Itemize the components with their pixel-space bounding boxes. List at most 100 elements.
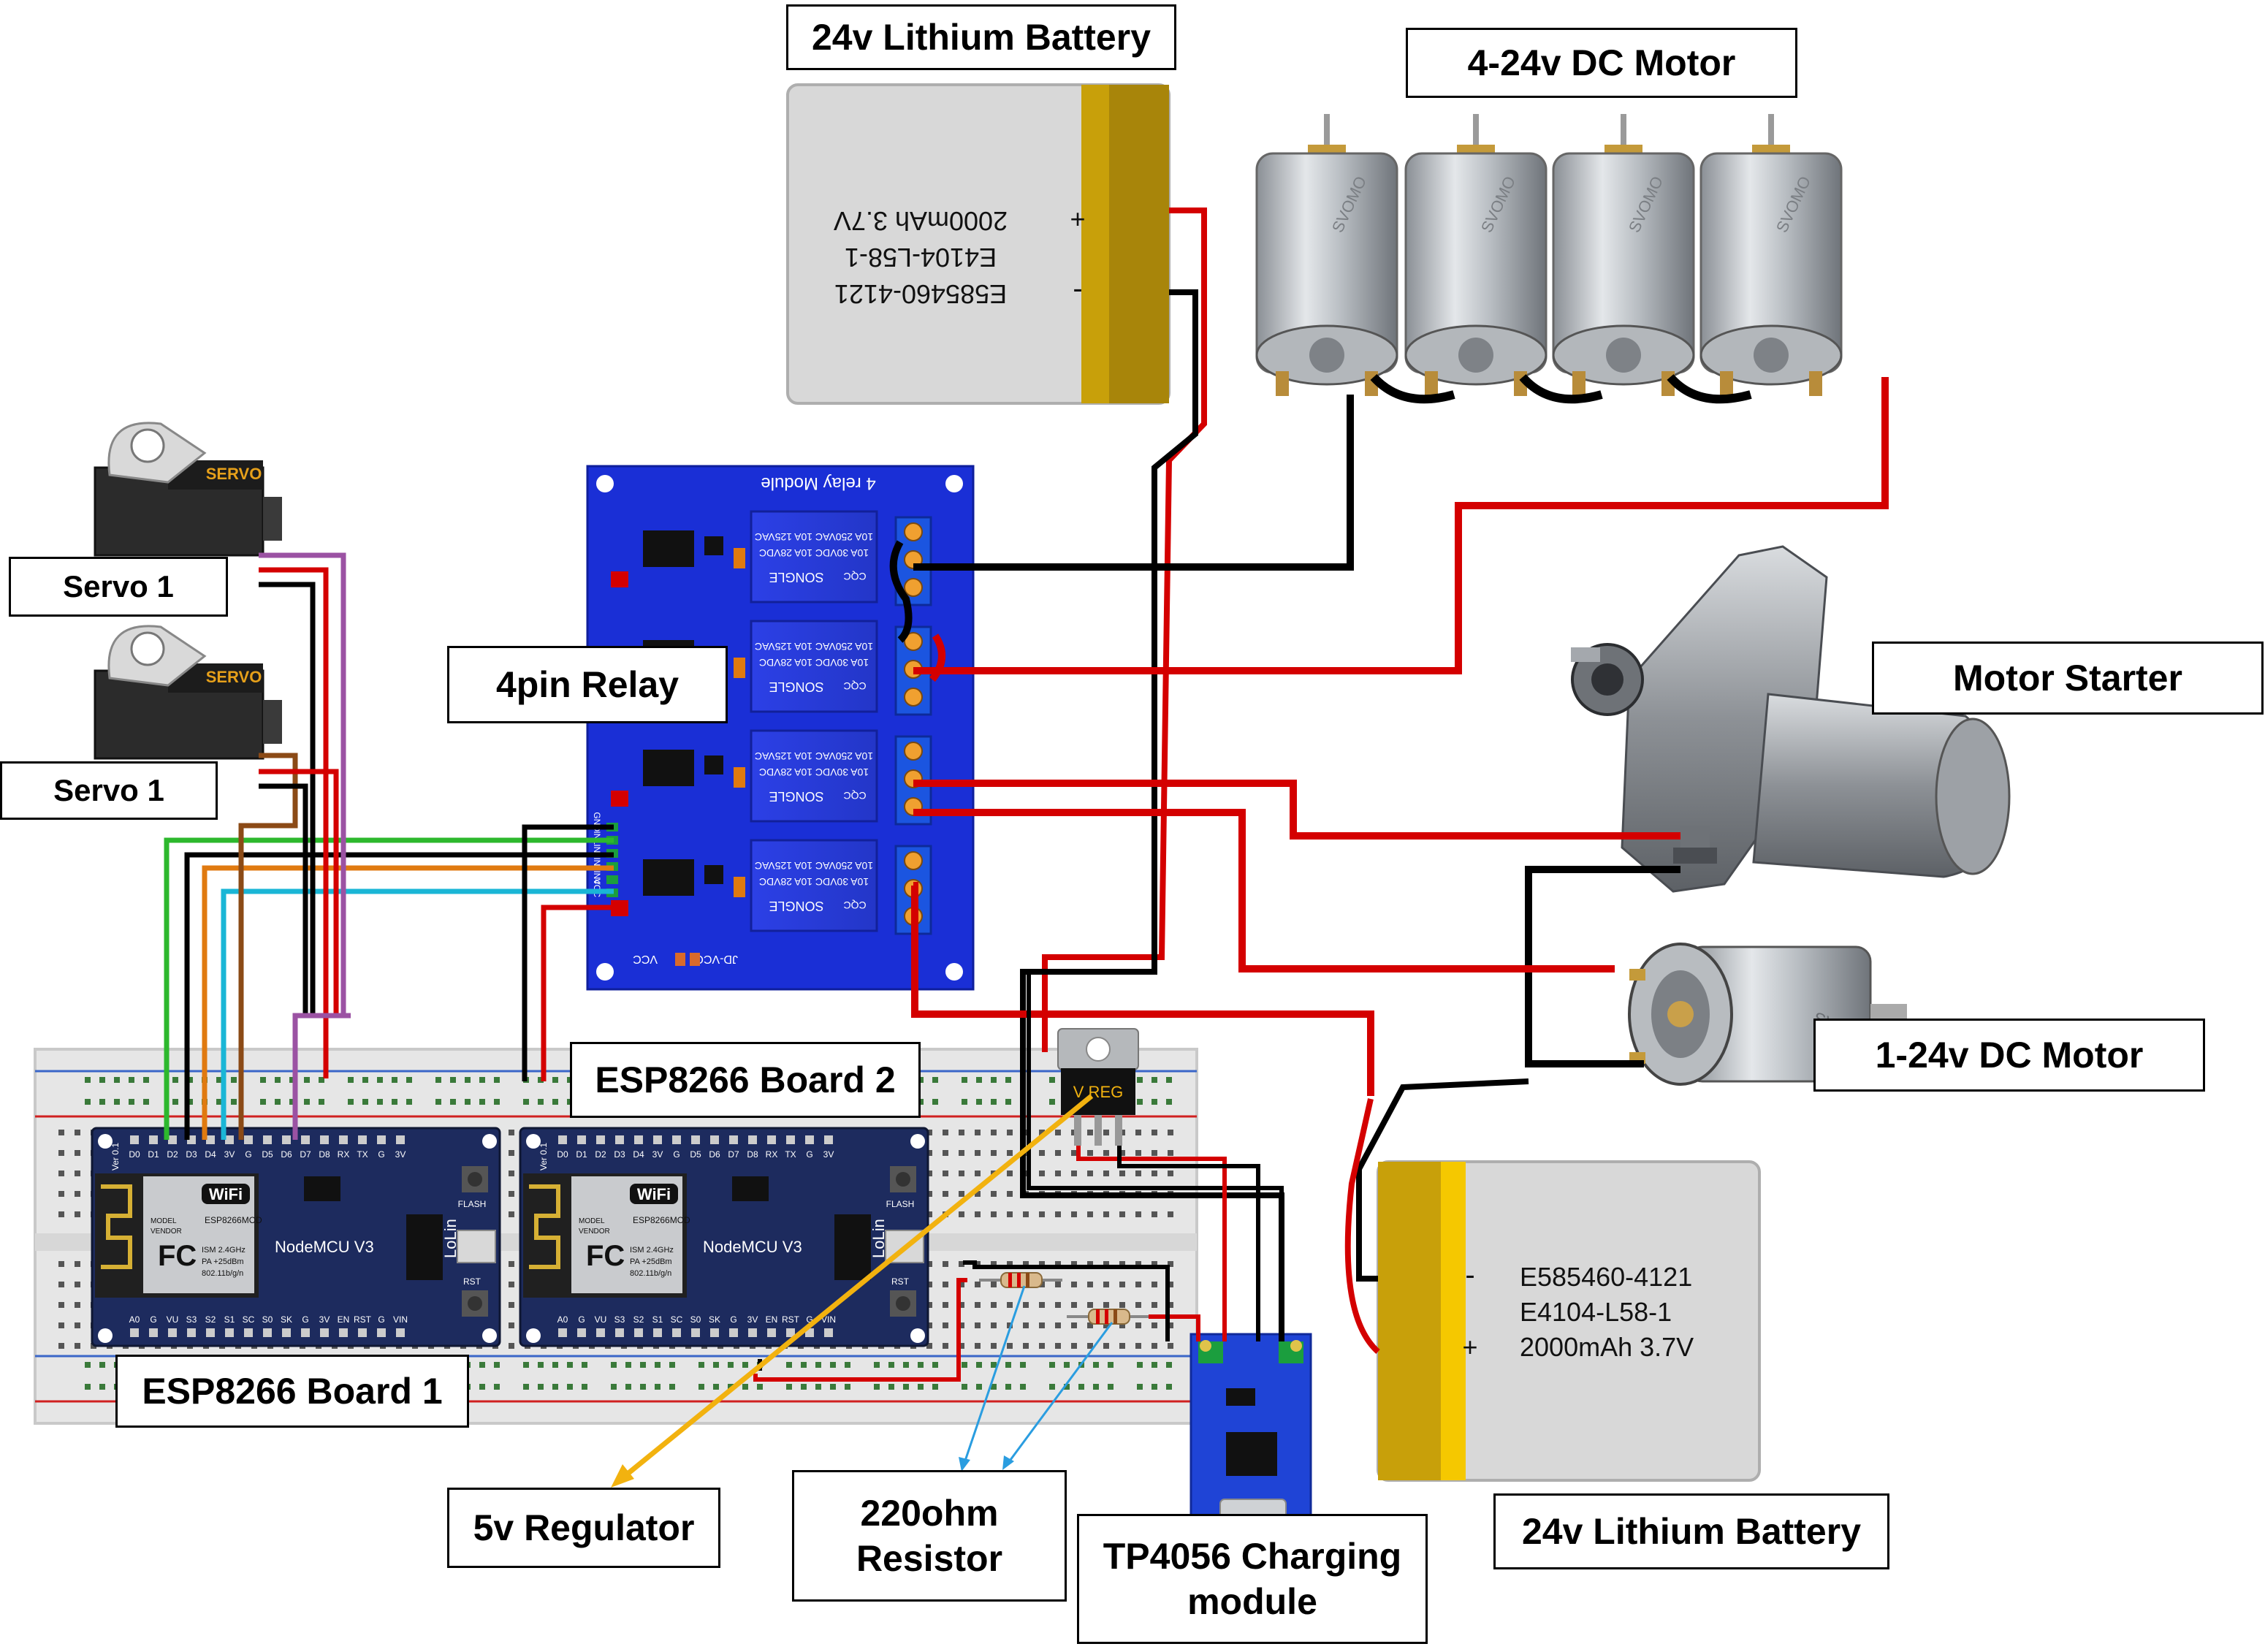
pin-label: SC bbox=[671, 1314, 683, 1325]
motor-endbell bbox=[1606, 338, 1641, 373]
mounting-hole bbox=[482, 1134, 497, 1149]
pin-label: D2 bbox=[595, 1149, 606, 1160]
breadboard-hole bbox=[260, 1099, 266, 1105]
battery-top-plus: + bbox=[1070, 204, 1085, 234]
breadboard-hole bbox=[1151, 1322, 1157, 1328]
label-motor-starter: Motor Starter bbox=[1872, 642, 2264, 715]
esp-mod-text: ESP8266MOD bbox=[633, 1215, 690, 1225]
breadboard-hole bbox=[552, 1077, 558, 1083]
breadboard-hole bbox=[75, 1211, 80, 1217]
breadboard-hole bbox=[1103, 1171, 1109, 1176]
breadboard-hole bbox=[975, 1282, 981, 1287]
header-pin bbox=[206, 1135, 215, 1144]
wifi-text: WiFi bbox=[637, 1185, 671, 1203]
breadboard-hole bbox=[1020, 1384, 1026, 1390]
breadboard-hole bbox=[669, 1384, 675, 1390]
breadboard-hole bbox=[926, 1343, 932, 1349]
header-pin bbox=[824, 1328, 833, 1337]
breadboard-hole bbox=[1039, 1171, 1045, 1176]
breadboard-hole bbox=[143, 1099, 149, 1105]
vendor-text: MODEL bbox=[151, 1217, 177, 1225]
motor-shaft bbox=[1324, 114, 1330, 149]
label-esp-board-1: ESP8266 Board 1 bbox=[115, 1355, 469, 1428]
rst-label: RST bbox=[891, 1276, 910, 1287]
breadboard-hole bbox=[926, 1130, 932, 1135]
breadboard-hole bbox=[58, 1191, 64, 1197]
dc-motor-4: SVOMO bbox=[1699, 114, 1843, 396]
breadboard-hole bbox=[926, 1150, 932, 1156]
breadboard-hole bbox=[494, 1384, 500, 1390]
breadboard-hole bbox=[926, 1191, 932, 1197]
motor-terminal bbox=[1720, 371, 1733, 396]
breadboard-hole bbox=[1093, 1384, 1099, 1390]
breadboard-hole bbox=[523, 1362, 529, 1368]
breadboard-hole bbox=[231, 1099, 237, 1105]
breadboard-hole bbox=[1168, 1322, 1173, 1328]
header-pin bbox=[396, 1328, 405, 1337]
breadboard-hole bbox=[918, 1099, 924, 1105]
relay-block bbox=[750, 510, 878, 604]
breadboard-hole bbox=[874, 1384, 880, 1390]
pin-label: SK bbox=[281, 1314, 292, 1325]
wire-resistor-board bbox=[753, 1278, 967, 1382]
header-pin bbox=[691, 1328, 700, 1337]
header-pin bbox=[710, 1328, 719, 1337]
header-pin bbox=[577, 1135, 586, 1144]
version-text: Ver 0.1 bbox=[538, 1143, 549, 1171]
header-pin bbox=[339, 1328, 348, 1337]
breadboard-hole bbox=[523, 1384, 529, 1390]
lolin-text: LoLin bbox=[441, 1219, 460, 1258]
breadboard-hole bbox=[1168, 1130, 1173, 1135]
breadboard-hole bbox=[1039, 1322, 1045, 1328]
breadboard-hole bbox=[1151, 1099, 1157, 1105]
relay-module-title: 4 relay Module bbox=[761, 473, 875, 493]
relay-spec-line: 10A 30VDC 10A 28VDC bbox=[759, 657, 869, 669]
breadboard-hole bbox=[406, 1077, 412, 1083]
breadboard-hole bbox=[1007, 1322, 1013, 1328]
breadboard-hole bbox=[1135, 1150, 1141, 1156]
header-pin bbox=[615, 1328, 624, 1337]
breadboard-hole bbox=[1103, 1343, 1109, 1349]
relay-optocoupler bbox=[643, 859, 694, 896]
servo-shaft bbox=[130, 631, 165, 666]
breadboard-hole bbox=[1108, 1384, 1114, 1390]
breadboard-hole bbox=[58, 1211, 64, 1217]
breadboard-hole bbox=[991, 1362, 997, 1368]
battery-top: + - E585460-4121 E4104-L58-1 2000mAh 3.7… bbox=[786, 83, 1170, 405]
relay-terminal-screw bbox=[904, 742, 923, 761]
breadboard-hole bbox=[1135, 1282, 1141, 1287]
relay-transistor bbox=[704, 865, 723, 884]
relay-led bbox=[734, 658, 745, 678]
pin-label: D8 bbox=[319, 1149, 330, 1160]
breadboard-hole bbox=[509, 1282, 514, 1287]
breadboard-hole bbox=[435, 1099, 441, 1105]
breadboard-hole bbox=[1168, 1302, 1173, 1308]
breadboard-hole bbox=[959, 1343, 964, 1349]
breadboard-hole bbox=[640, 1362, 646, 1368]
pcb-antenna bbox=[529, 1184, 560, 1269]
pin-label: D7 bbox=[728, 1149, 739, 1160]
relay-cqc: CQC bbox=[843, 790, 866, 802]
relay-indicator bbox=[611, 791, 628, 807]
pin-label: RX bbox=[338, 1149, 350, 1160]
breadboard-hole bbox=[1093, 1362, 1099, 1368]
breadboard-hole bbox=[943, 1322, 948, 1328]
breadboard-hole bbox=[1103, 1261, 1109, 1267]
header-pin bbox=[672, 1328, 681, 1337]
breadboard-hole bbox=[830, 1384, 836, 1390]
breadboard-hole bbox=[625, 1384, 631, 1390]
breadboard-hole bbox=[713, 1362, 719, 1368]
breadboard-hole bbox=[99, 1077, 105, 1083]
breadboard-hole bbox=[1005, 1077, 1011, 1083]
breadboard-hole bbox=[509, 1343, 514, 1349]
breadboard-hole bbox=[874, 1362, 880, 1368]
breadboard-hole bbox=[1135, 1322, 1141, 1328]
breadboard-hole bbox=[655, 1384, 661, 1390]
breadboard-hole bbox=[319, 1077, 324, 1083]
reset-button-cap bbox=[896, 1296, 910, 1311]
servo-mount bbox=[263, 700, 282, 744]
breadboard-hole bbox=[304, 1099, 310, 1105]
breadboard-hole bbox=[114, 1077, 120, 1083]
esp-mod-text: ESP8266MOD bbox=[205, 1215, 262, 1225]
header-pin bbox=[320, 1328, 329, 1337]
